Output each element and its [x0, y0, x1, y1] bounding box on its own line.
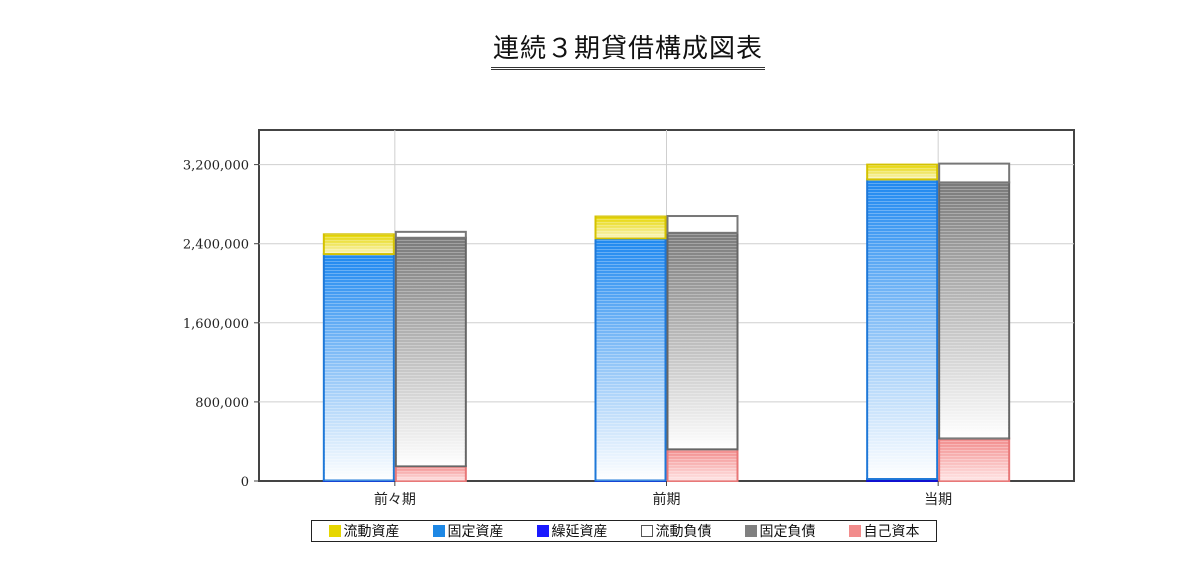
y-tick-label: 1,600,000 — [183, 317, 249, 332]
legend-item: 固定資産 — [432, 521, 504, 541]
legend-label: 繰延資産 — [551, 524, 608, 540]
legend-swatch — [328, 525, 341, 537]
bar-segment-texture — [940, 182, 1009, 439]
y-tick-label: 2,400,000 — [183, 238, 249, 253]
bar-segment-texture — [668, 232, 737, 450]
legend-item: 自己資本 — [848, 521, 920, 541]
y-axis-ticks: 0 800,000 1,600,000 2,400,000 3,200,000 — [183, 159, 259, 490]
bar-segment-texture — [596, 238, 665, 481]
legend-label: 固定資産 — [447, 524, 504, 540]
bar-segment-流動負債 — [666, 215, 739, 234]
legend-swatch — [536, 525, 549, 537]
legend-item: 流動資産 — [328, 521, 400, 541]
legend-swatch — [744, 525, 757, 537]
chart-title: 連続３期貸借構成図表 — [0, 28, 1200, 70]
legend-swatch — [640, 525, 653, 537]
bar-segment-texture — [940, 438, 1009, 481]
y-tick-label: 800,000 — [195, 396, 249, 411]
chart-title-text: 連続３期貸借構成図表 — [490, 28, 765, 70]
legend-label: 流動負債 — [655, 524, 712, 540]
legend-item: 固定負債 — [744, 521, 816, 541]
y-tick-label: 0 — [241, 475, 249, 490]
x-tick-label: 前期 — [653, 491, 681, 508]
legend: 流動資産 固定資産 繰延資産 流動負債 固定負債 自己資本 — [311, 520, 937, 542]
legend-label: 固定負債 — [759, 524, 816, 540]
legend-swatch — [432, 525, 445, 537]
bar-segment-texture — [324, 254, 393, 481]
bar-segment-texture — [396, 237, 465, 467]
legend-item: 繰延資産 — [536, 521, 608, 541]
x-tick-label: 当期 — [924, 492, 952, 508]
bar-segment-流動負債 — [938, 162, 1011, 184]
bar-segment-texture — [324, 234, 393, 255]
legend-label: 流動資産 — [343, 524, 400, 540]
legend-swatch — [848, 525, 861, 537]
legend-label: 自己資本 — [863, 524, 920, 540]
bars — [322, 162, 1011, 483]
legend-item: 流動負債 — [640, 521, 712, 541]
bar-segment-texture — [868, 164, 937, 180]
bar-segment-texture — [596, 216, 665, 239]
bar-segment-流動負債 — [394, 230, 467, 239]
bar-segment-texture — [868, 179, 937, 480]
bar-segment-texture — [396, 466, 465, 481]
x-axis-ticks: 前々期 前期 当期 — [374, 481, 952, 508]
x-tick-label: 前々期 — [374, 491, 416, 508]
bar-segment-texture — [668, 449, 737, 481]
y-tick-label: 3,200,000 — [183, 159, 249, 174]
